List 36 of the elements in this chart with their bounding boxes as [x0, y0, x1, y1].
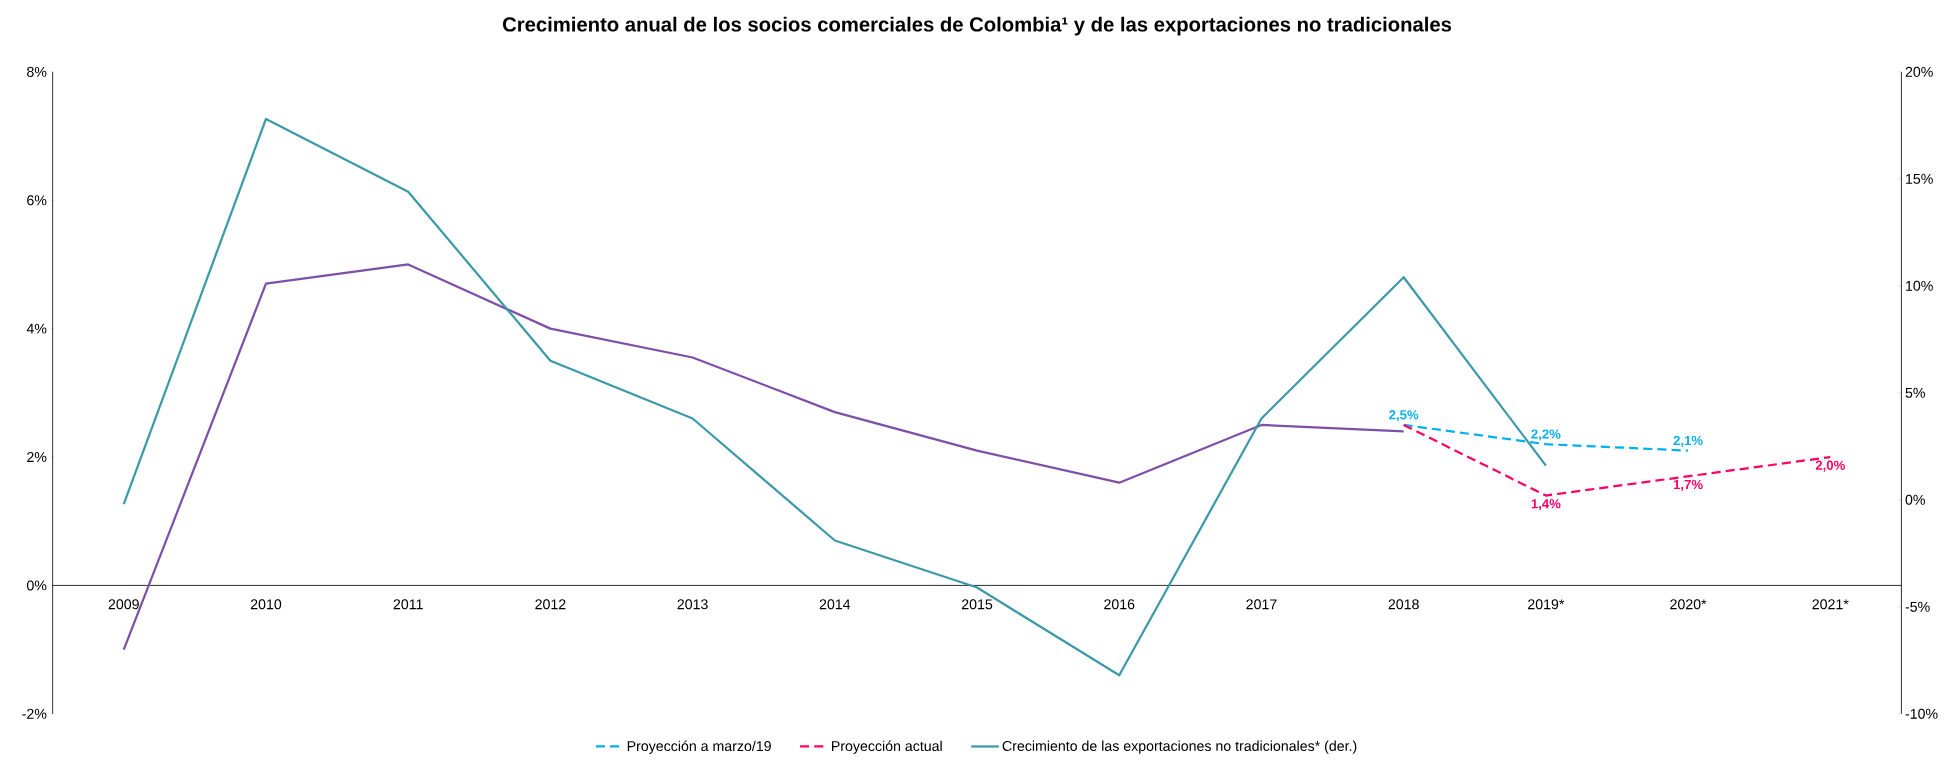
x-tick-label: 2010 — [250, 599, 282, 610]
data-label: 2,0% — [1815, 460, 1845, 472]
y2-tick-label: 10% — [1906, 280, 1933, 291]
data-label: 2,5% — [1389, 409, 1419, 422]
x-tick-label: 2014 — [819, 599, 851, 610]
x-tick-label: 2021* — [1812, 599, 1849, 610]
chart-title: Crecimiento anual de los socios comerciales de Colombia¹ y de las exportaciones no tradicionales — [502, 16, 1452, 36]
x-tick-label: 2018 — [1388, 599, 1419, 610]
y-tick-label: 6% — [27, 195, 47, 206]
y2-tick-label: 5% — [1905, 387, 1925, 398]
y2-tick-label: -5% — [1905, 601, 1930, 612]
y2-tick-label: 15% — [1906, 173, 1933, 184]
data-label: 2,1% — [1673, 435, 1703, 447]
legend-label: Crecimiento de las exportaciones no tradicionales* (der.) — [1002, 740, 1357, 754]
y-tick-label: 4% — [26, 323, 47, 334]
legend-label: Proyección a marzo/19 — [627, 740, 771, 754]
x-tick-label: 2013 — [677, 599, 708, 610]
x-tick-label: 2012 — [535, 599, 566, 610]
data-label: 1,7% — [1673, 479, 1703, 491]
data-label: 1,4% — [1531, 498, 1561, 511]
y-tick-label: -2% — [22, 708, 47, 719]
y-tick-label: 8% — [27, 66, 47, 77]
x-tick-label: 2019* — [1528, 599, 1565, 610]
y2-tick-label: 0% — [1905, 494, 1925, 505]
x-tick-label: 2020* — [1670, 599, 1707, 610]
x-tick-label: 2017 — [1246, 599, 1277, 610]
y-tick-label: 0% — [26, 580, 47, 591]
x-tick-label: 2015 — [961, 599, 993, 610]
x-tick-label: 2011 — [393, 599, 423, 610]
x-tick-label: 2016 — [1104, 599, 1135, 610]
y2-tick-label: 20% — [1905, 66, 1933, 77]
legend-label: Proyección actual — [832, 740, 942, 754]
data-label: 2,2% — [1531, 429, 1561, 441]
y-tick-label: 2% — [27, 451, 47, 462]
x-tick-label: 2009 — [108, 599, 139, 610]
y2-tick-label: -10% — [1905, 708, 1938, 719]
